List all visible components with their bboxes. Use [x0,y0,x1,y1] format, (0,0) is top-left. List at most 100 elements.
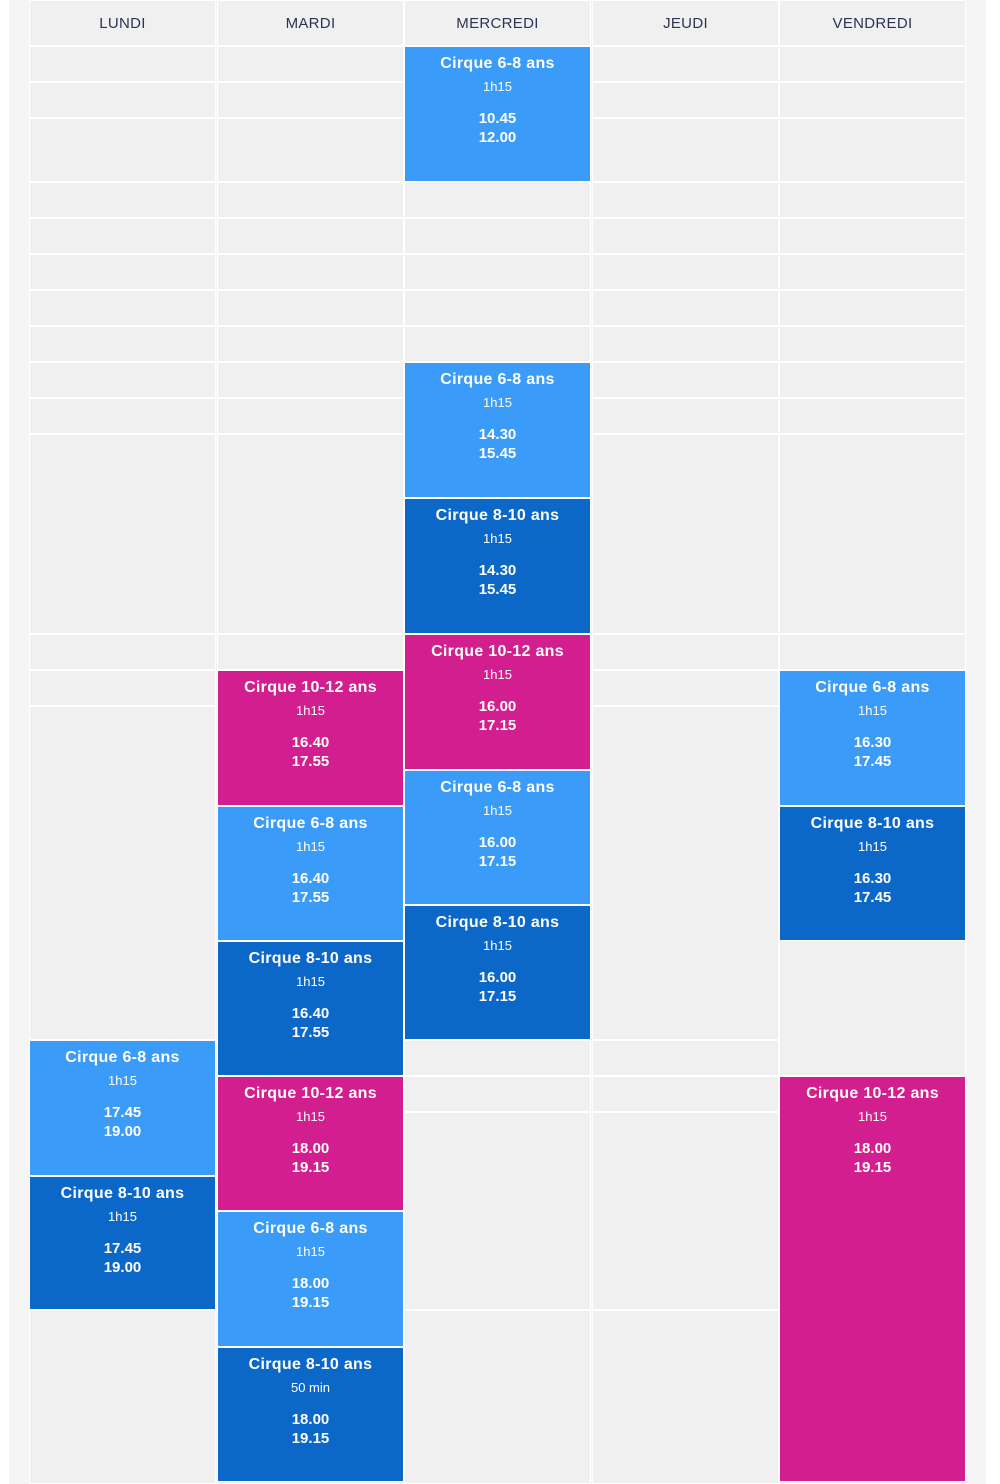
event-end-time: 15.45 [478,445,517,462]
time-slot-cell [29,434,216,634]
time-slot-cell [217,218,404,254]
time-slot-cell [29,290,216,326]
event-start-time: 16.40 [291,870,330,887]
class-event-block[interactable]: Cirque 6-8 ans 1h15 17.45 19.00 [29,1040,216,1176]
time-slot-cell [404,1076,591,1112]
event-end-time: 19.15 [291,1294,330,1311]
event-duration: 1h15 [296,703,325,718]
event-duration: 1h15 [483,395,512,410]
event-start-time: 18.00 [291,1140,330,1157]
time-slot-cell [592,706,779,1040]
event-duration: 1h15 [296,974,325,989]
class-event-block[interactable]: Cirque 8-10 ans 1h15 14.30 15.45 [404,498,591,634]
time-slot-cell [404,326,591,362]
class-event-block[interactable]: Cirque 8-10 ans 50 min 18.00 19.15 [217,1347,404,1482]
event-title: Cirque 8-10 ans [435,507,560,524]
event-start-time: 16.40 [291,734,330,751]
event-title: Cirque 6-8 ans [815,679,930,696]
event-title: Cirque 10-12 ans [431,643,564,660]
time-slot-cell [779,290,966,326]
class-event-block[interactable]: Cirque 10-12 ans 1h15 16.00 17.15 [404,634,591,770]
event-duration: 1h15 [483,79,512,94]
event-duration: 1h15 [858,1109,887,1124]
time-slot-cell [29,398,216,434]
time-slot-cell [217,634,404,670]
time-slot-cell [29,82,216,118]
time-slot-cell [779,254,966,290]
event-title: Cirque 6-8 ans [440,371,555,388]
class-event-block[interactable]: Cirque 6-8 ans 1h15 16.00 17.15 [404,770,591,905]
day-header-jeudi: JEUDI [592,0,779,46]
event-end-time: 17.45 [853,753,892,770]
time-slot-cell [779,398,966,434]
class-event-block[interactable]: Cirque 6-8 ans 1h15 16.40 17.55 [217,806,404,941]
class-event-block[interactable]: Cirque 6-8 ans 1h15 18.00 19.15 [217,1211,404,1347]
event-duration: 1h15 [483,531,512,546]
class-event-block[interactable]: Cirque 10-12 ans 1h15 18.00 19.15 [217,1076,404,1211]
class-event-block[interactable]: Cirque 6-8 ans 1h15 10.45 12.00 [404,46,591,182]
event-end-time: 17.15 [478,988,517,1005]
event-start-time: 10.45 [478,110,517,127]
class-event-block[interactable]: Cirque 6-8 ans 1h15 16.30 17.45 [779,670,966,806]
event-start-time: 14.30 [478,426,517,443]
class-event-block[interactable]: Cirque 6-8 ans 1h15 14.30 15.45 [404,362,591,498]
event-duration: 1h15 [296,1109,325,1124]
time-slot-cell [404,1112,591,1310]
event-start-time: 18.00 [853,1140,892,1157]
event-end-time: 17.15 [478,853,517,870]
time-slot-cell [217,398,404,434]
event-title: Cirque 8-10 ans [248,950,373,967]
event-title: Cirque 10-12 ans [244,1085,377,1102]
time-slot-cell [779,182,966,218]
event-start-time: 18.00 [291,1275,330,1292]
event-start-time: 17.45 [103,1240,142,1257]
time-slot-cell [779,326,966,362]
event-title: Cirque 6-8 ans [65,1049,180,1066]
event-end-time: 15.45 [478,581,517,598]
class-event-block[interactable]: Cirque 8-10 ans 1h15 16.30 17.45 [779,806,966,941]
time-slot-cell [779,218,966,254]
time-slot-cell [779,82,966,118]
time-slot-cell [779,940,966,1076]
event-title: Cirque 6-8 ans [440,55,555,72]
time-slot-cell [217,182,404,218]
time-slot-cell [592,670,779,706]
time-slot-cell [592,434,779,634]
class-event-block[interactable]: Cirque 8-10 ans 1h15 16.00 17.15 [404,905,591,1040]
time-slot-cell [217,46,404,82]
time-slot-cell [217,118,404,182]
event-title: Cirque 8-10 ans [810,815,935,832]
event-end-time: 17.55 [291,889,330,906]
event-title: Cirque 10-12 ans [244,679,377,696]
time-slot-cell [217,254,404,290]
event-title: Cirque 6-8 ans [253,815,368,832]
time-slot-cell [592,362,779,398]
class-event-block[interactable]: Cirque 10-12 ans 1h15 16.40 17.55 [217,670,404,806]
event-end-time: 19.00 [103,1123,142,1140]
class-event-block[interactable]: Cirque 10-12 ans 1h15 18.00 19.15 [779,1076,966,1482]
event-title: Cirque 8-10 ans [435,914,560,931]
time-slot-cell [404,218,591,254]
event-end-time: 19.00 [103,1259,142,1276]
time-slot-cell [779,46,966,82]
class-event-block[interactable]: Cirque 8-10 ans 1h15 16.40 17.55 [217,941,404,1076]
time-slot-cell [592,1040,779,1076]
time-slot-cell [592,82,779,118]
time-slot-cell [592,46,779,82]
time-slot-cell [779,362,966,398]
time-slot-cell [404,1040,591,1076]
event-duration: 1h15 [296,839,325,854]
event-duration: 1h15 [108,1073,137,1088]
weekly-schedule-grid: LUNDI MARDI MERCREDI JEUDI VENDREDI Cirque 6… [29,0,968,1484]
class-event-block[interactable]: Cirque 8-10 ans 1h15 17.45 19.00 [29,1176,216,1310]
time-slot-cell [779,434,966,634]
event-duration: 1h15 [858,703,887,718]
time-slot-cell [592,290,779,326]
time-slot-cell [779,634,966,670]
event-duration: 1h15 [108,1209,137,1224]
event-title: Cirque 10-12 ans [806,1085,939,1102]
day-header-mardi: MARDI [217,0,404,46]
event-duration: 1h15 [483,938,512,953]
time-slot-cell [779,118,966,182]
event-duration: 1h15 [858,839,887,854]
